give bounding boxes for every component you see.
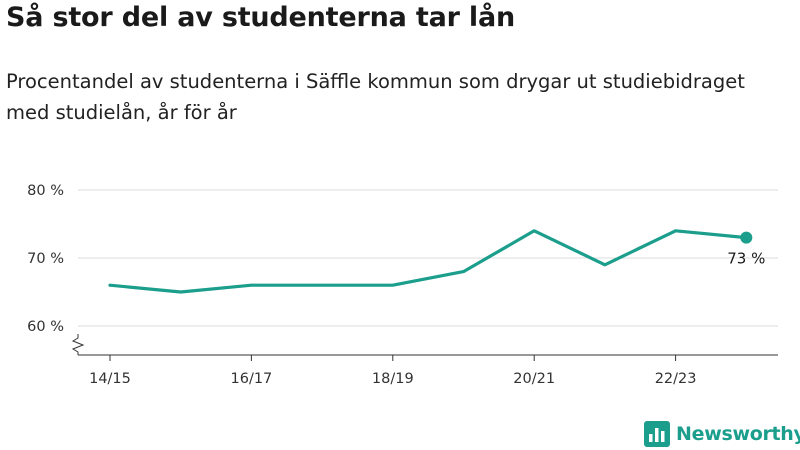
labels: 60 % 70 % 80 % 14/15 16/17 18/19 20/21 22/23 73 … xyxy=(27,183,765,387)
y-tick-label: 80 % xyxy=(27,183,64,199)
y-tick-label: 60 % xyxy=(27,319,64,335)
x-tick-label: 14/15 xyxy=(89,371,131,387)
x-tick-label: 18/19 xyxy=(372,371,414,387)
axis-break-icon xyxy=(71,334,85,355)
x-tick-label: 16/17 xyxy=(231,371,273,387)
chart-subtitle: Procentandel av studenterna i Säffle kom… xyxy=(6,70,745,124)
x-tick-label: 22/23 xyxy=(655,371,697,387)
newsworthy-logo: Newsworthy xyxy=(644,420,800,448)
bar-chart-logo-icon xyxy=(644,421,670,447)
x-axis xyxy=(71,334,778,361)
last-point-marker xyxy=(740,231,753,244)
brand-name: Newsworthy xyxy=(676,423,800,445)
y-tick-label: 70 % xyxy=(27,251,64,267)
x-tick-label: 20/21 xyxy=(513,371,555,387)
gridlines xyxy=(78,189,778,327)
series-line xyxy=(108,229,748,294)
chart-title: Så stor del av studenterna tar lån xyxy=(6,2,515,33)
series-line-group xyxy=(108,229,753,294)
last-value-label: 73 % xyxy=(727,250,765,268)
